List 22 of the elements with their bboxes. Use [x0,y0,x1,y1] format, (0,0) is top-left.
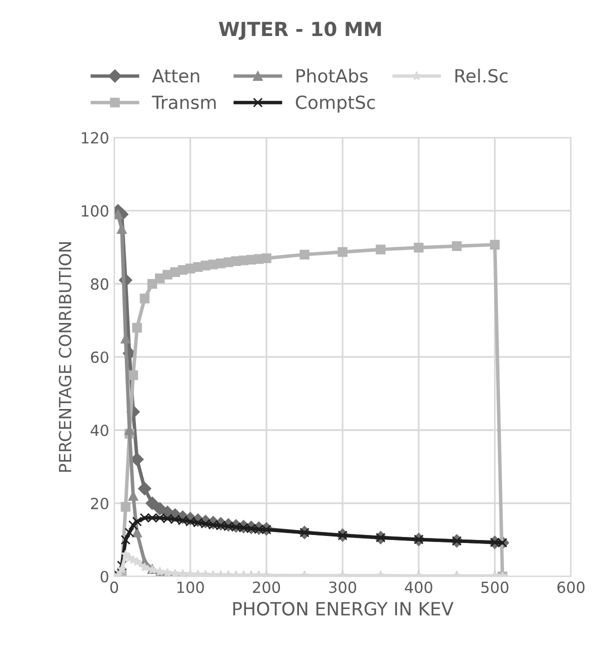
y-tick-label: 40 [90,424,108,436]
x-tick-label: 400 [404,582,432,594]
x-tick-label: 600 [557,582,585,594]
y-tick-label: 120 [82,132,108,144]
y-tick-label: 20 [91,498,108,510]
y-tick-label: 80 [90,278,108,290]
x-tick-label: 500 [481,582,508,594]
y-axis-title: PERCENTAGE CONRIBUTION [58,242,72,472]
y-tick-label: 60 [90,351,108,363]
legend-label: Rel.Sc [455,68,508,83]
x-tick-label: 0 [110,582,118,594]
x-axis-title: PHOTON ENERGY IN KEV [233,602,454,616]
legend-label: PhotAbs [296,68,368,83]
y-tick-label: 0 [100,570,108,582]
chart-title: WJTER - 10 MM [218,22,381,40]
legend-label: ComptSc [296,95,375,113]
y-tick-label: 100 [82,205,108,217]
legend-label: Atten [152,69,200,83]
legend-label: Transm [152,96,216,110]
x-tick-label: 200 [252,582,280,594]
x-tick-label: 300 [329,582,356,594]
x-tick-label: 100 [177,582,204,594]
